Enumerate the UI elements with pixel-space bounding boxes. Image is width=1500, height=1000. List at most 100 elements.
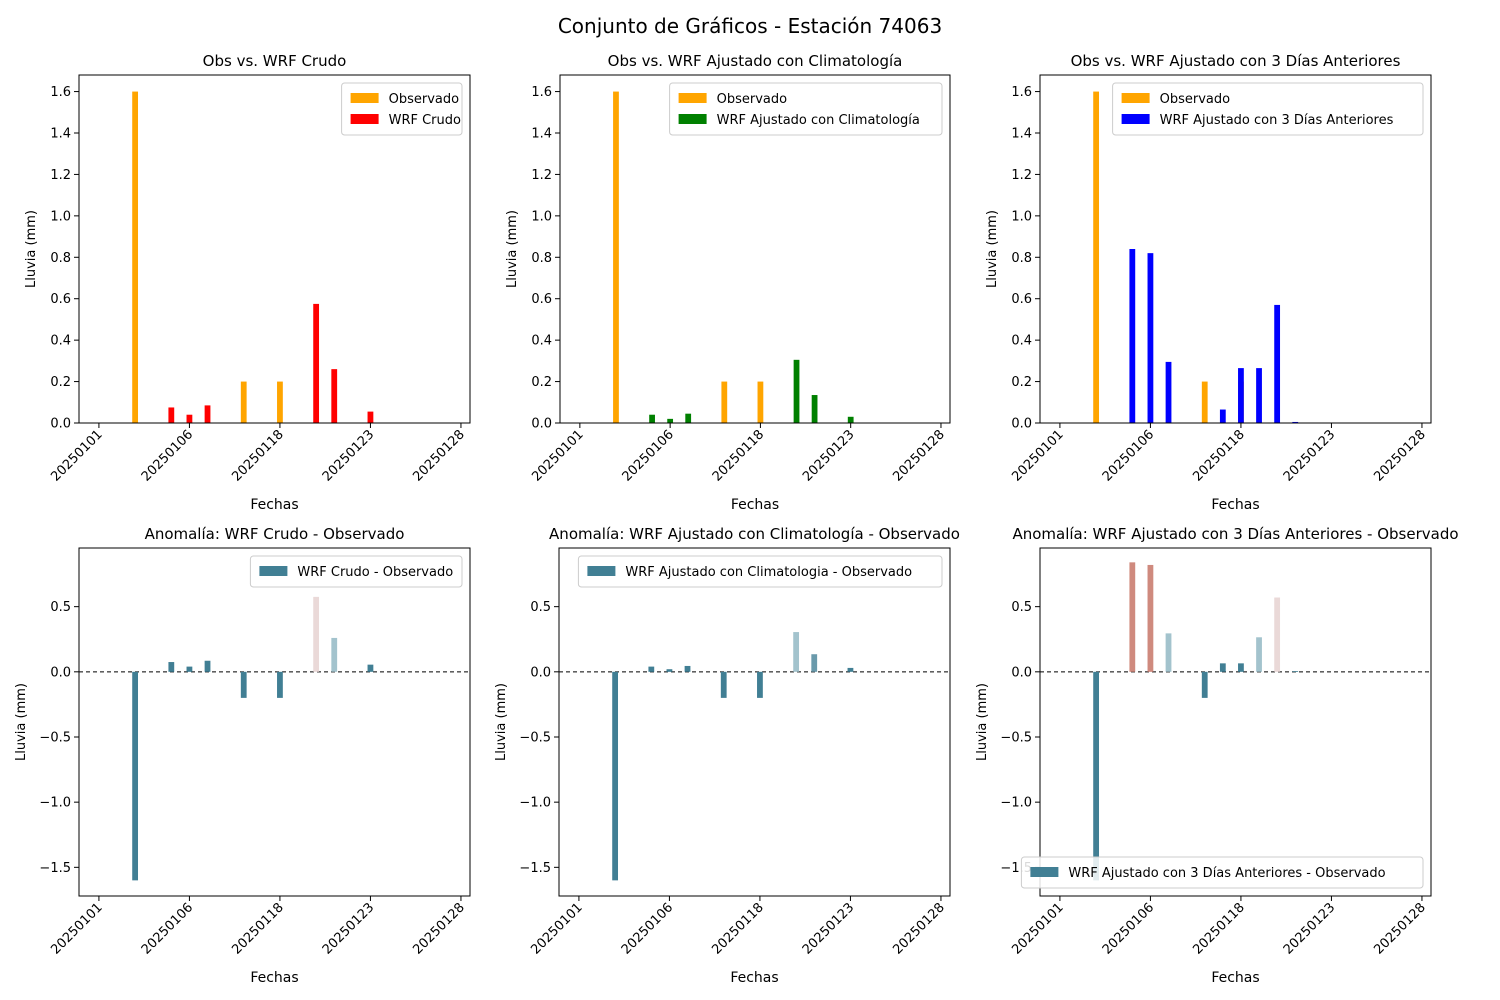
chart-panel-3: Obs vs. WRF Ajustado con 3 Días Anterior…: [985, 52, 1432, 513]
legend-box: [1112, 82, 1424, 136]
legend-swatch: [259, 566, 288, 576]
bar-wrf-ajustado-con-3-días-anteriores---observado-2: [1147, 564, 1154, 672]
bar-wrf-ajustado-con-climatología-0: [649, 414, 655, 423]
bar-wrf-ajustado-con-3-días-anteriores-3: [1219, 409, 1226, 423]
bar-wrf-crudo---observado-0: [132, 671, 139, 881]
y-axis-label: Lluvia (mm): [14, 683, 29, 761]
axes-frame: [1039, 74, 1432, 424]
x-tick-label: 20250123: [320, 900, 377, 957]
chart-title: Anomalía: WRF Crudo - Observado: [145, 525, 405, 543]
bar-wrf-ajustado-con-climatologia---observado-1: [648, 666, 655, 672]
bar-wrf-ajustado-con-climatologia---observado-0: [612, 671, 619, 881]
y-tick-label: 0.0: [1011, 665, 1032, 680]
bar-wrf-ajustado-con-climatología-3: [793, 359, 800, 423]
x-tick-label: 20250123: [1281, 427, 1338, 484]
legend: WRF Crudo - Observado: [249, 555, 463, 588]
x-tick-label: 20250101: [1009, 900, 1066, 957]
legend-swatch: [1030, 867, 1059, 877]
bar-observado-0: [132, 91, 139, 424]
x-tick-label: 20250118: [229, 900, 286, 957]
x-tick-label: 20250128: [890, 427, 947, 484]
bar-wrf-ajustado-con-3-días-anteriores---observado-1: [1129, 562, 1136, 672]
bar-wrf-crudo---observado-4: [240, 671, 247, 698]
bar-wrf-ajustado-con-3-días-anteriores-4: [1238, 368, 1244, 423]
y-tick-label: −1.5: [39, 861, 71, 876]
x-tick-label: 20250118: [1190, 427, 1247, 484]
y-tick-label: 1.0: [531, 209, 552, 224]
y-axis-label: Lluvia (mm): [975, 683, 990, 761]
y-tick-label: 0.4: [50, 334, 71, 349]
x-axis-label: Fechas: [731, 497, 779, 513]
bar-wrf-ajustado-con-climatologia---observado-3: [684, 665, 691, 672]
bar-observado-0: [613, 91, 619, 424]
y-tick-label: 0.2: [531, 375, 552, 390]
chart-panel-1: Obs vs. WRF Crudo 0.0 0.2 0.4 0.6 0.8 1.0 1.2 1.…: [24, 52, 471, 513]
bar-wrf-crudo---observado-2: [186, 666, 193, 672]
y-tick-label: 0.0: [530, 665, 551, 680]
x-axis-label: Fechas: [730, 970, 778, 986]
legend-swatch: [350, 114, 379, 124]
x-axis-label: Fechas: [1211, 970, 1259, 986]
legend-label: WRF Ajustado con 3 Días Anteriores - Obs…: [1068, 866, 1385, 881]
y-tick-label: −0.5: [519, 730, 551, 745]
legend: Observado WRF Ajustado con 3 Días Anterio…: [1112, 82, 1424, 136]
legend-label: WRF Ajustado con Climatología: [717, 113, 920, 128]
legend-swatch: [587, 566, 616, 576]
bar-wrf-crudo---observado-1: [168, 662, 175, 672]
legend-swatch: [678, 114, 707, 124]
bar-observado-1: [1201, 381, 1208, 423]
legend-label: WRF Ajustado con Climatologia - Observad…: [625, 565, 912, 580]
legend: WRF Ajustado con 3 Días Anteriores - Obs…: [1020, 856, 1424, 889]
y-tick-label: −1.5: [519, 861, 551, 876]
axes-frame: [78, 74, 471, 424]
y-tick-label: 0.2: [50, 375, 71, 390]
y-tick-label: 0.0: [50, 665, 71, 680]
y-tick-label: 1.2: [531, 168, 552, 183]
bar-observado-2: [757, 381, 764, 423]
y-tick-label: 0.0: [50, 417, 71, 432]
y-tick-label: 0.5: [50, 600, 71, 615]
bar-observado-1: [721, 381, 728, 423]
y-tick-label: 0.4: [531, 334, 552, 349]
bar-wrf-ajustado-con-3-días-anteriores---observado-6: [1238, 663, 1244, 672]
y-tick-label: 1.0: [1011, 209, 1032, 224]
legend-label: WRF Ajustado con 3 Días Anteriores: [1160, 113, 1394, 128]
bar-wrf-crudo-0: [168, 407, 175, 423]
bar-wrf-ajustado-con-3-días-anteriores-6: [1274, 304, 1281, 423]
bar-wrf-ajustado-con-climatología-5: [847, 416, 854, 423]
legend-swatch: [350, 93, 379, 103]
bar-wrf-ajustado-con-3-días-anteriores-2: [1165, 361, 1172, 423]
y-tick-label: 1.2: [50, 168, 71, 183]
y-axis-label: Lluvia (mm): [505, 210, 520, 288]
y-tick-label: 0.6: [1011, 292, 1032, 307]
bar-wrf-crudo---observado-7: [331, 637, 338, 672]
y-tick-label: 0.8: [50, 251, 71, 266]
x-tick-label: 20250106: [139, 427, 196, 484]
bar-wrf-crudo---observado-6: [313, 596, 320, 672]
x-tick-label: 20250128: [410, 900, 467, 957]
bar-wrf-crudo---observado-3: [204, 660, 211, 672]
y-axis-label: Lluvia (mm): [494, 683, 509, 761]
bar-wrf-ajustado-con-climatologia---observado-2: [666, 669, 673, 672]
y-tick-label: 1.2: [1011, 168, 1032, 183]
y-tick-label: 0.8: [531, 251, 552, 266]
bar-wrf-ajustado-con-3-días-anteriores---observado-0: [1093, 671, 1100, 881]
bar-wrf-crudo-5: [367, 411, 374, 423]
y-tick-label: 0.0: [1011, 417, 1032, 432]
x-tick-label: 20250123: [800, 900, 857, 957]
x-tick-label: 20250123: [800, 427, 857, 484]
bar-wrf-ajustado-con-3-días-anteriores---observado-8: [1274, 597, 1281, 672]
bar-observado-2: [277, 381, 283, 423]
x-tick-label: 20250101: [528, 900, 585, 957]
x-tick-label: 20250106: [619, 900, 676, 957]
bar-wrf-crudo---observado-5: [277, 671, 283, 698]
legend: WRF Ajustado con Climatologia - Observad…: [577, 555, 943, 588]
bar-wrf-crudo-3: [313, 303, 320, 423]
y-tick-label: −0.5: [1000, 730, 1032, 745]
bar-wrf-crudo-1: [186, 414, 193, 423]
bar-wrf-ajustado-con-climatologia---observado-4: [720, 671, 727, 698]
chart-panel-4: Anomalía: WRF Crudo - Observado −1.5 −1.0 −…: [14, 525, 471, 986]
x-axis-label: Fechas: [250, 970, 298, 986]
axes-frame: [1039, 547, 1432, 897]
